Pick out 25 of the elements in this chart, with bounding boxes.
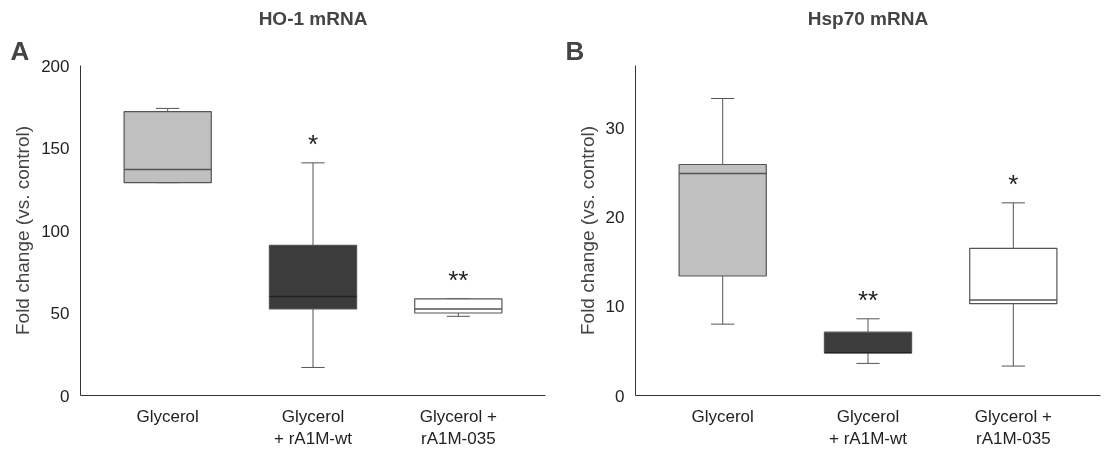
y-tick-label: 50 [50, 304, 70, 323]
x-tick-label: Glycerol [691, 406, 754, 426]
chart-title: Hsp70 mRNA [807, 7, 929, 29]
x-tick-label: Glycerol [136, 406, 199, 426]
text: A [10, 35, 30, 66]
annotation: ** [448, 264, 469, 295]
x-tick-label: Glycerol + rA1M-035 [419, 406, 497, 449]
x-tick-label: Glycerol + rA1M-wt [274, 406, 353, 449]
annotation: * [1008, 168, 1019, 199]
y-tick-label: 200 [41, 56, 70, 76]
annotation: * [307, 128, 319, 159]
text: B [565, 35, 585, 66]
y-tick-label: 150 [41, 139, 70, 158]
y-tick-label: 100 [41, 221, 70, 241]
x-tick-label: Glycerol + rA1M-wt [829, 406, 908, 449]
annotation: ** [857, 284, 879, 315]
y-tick-label: 30 [605, 118, 625, 138]
x-tick-label: Glycerol + rA1M-035 [974, 406, 1052, 449]
y-tick-label: 10 [605, 297, 625, 317]
y-axis-title: Fold change (vs. control) [576, 125, 598, 336]
y-axis-title: Fold change (vs. control) [12, 125, 34, 336]
chart-title: HO-1 mRNA [258, 7, 368, 29]
y-tick-label: 20 [605, 208, 625, 228]
y-tick-label: 0 [60, 386, 70, 406]
y-tick-label: 0 [615, 386, 625, 406]
